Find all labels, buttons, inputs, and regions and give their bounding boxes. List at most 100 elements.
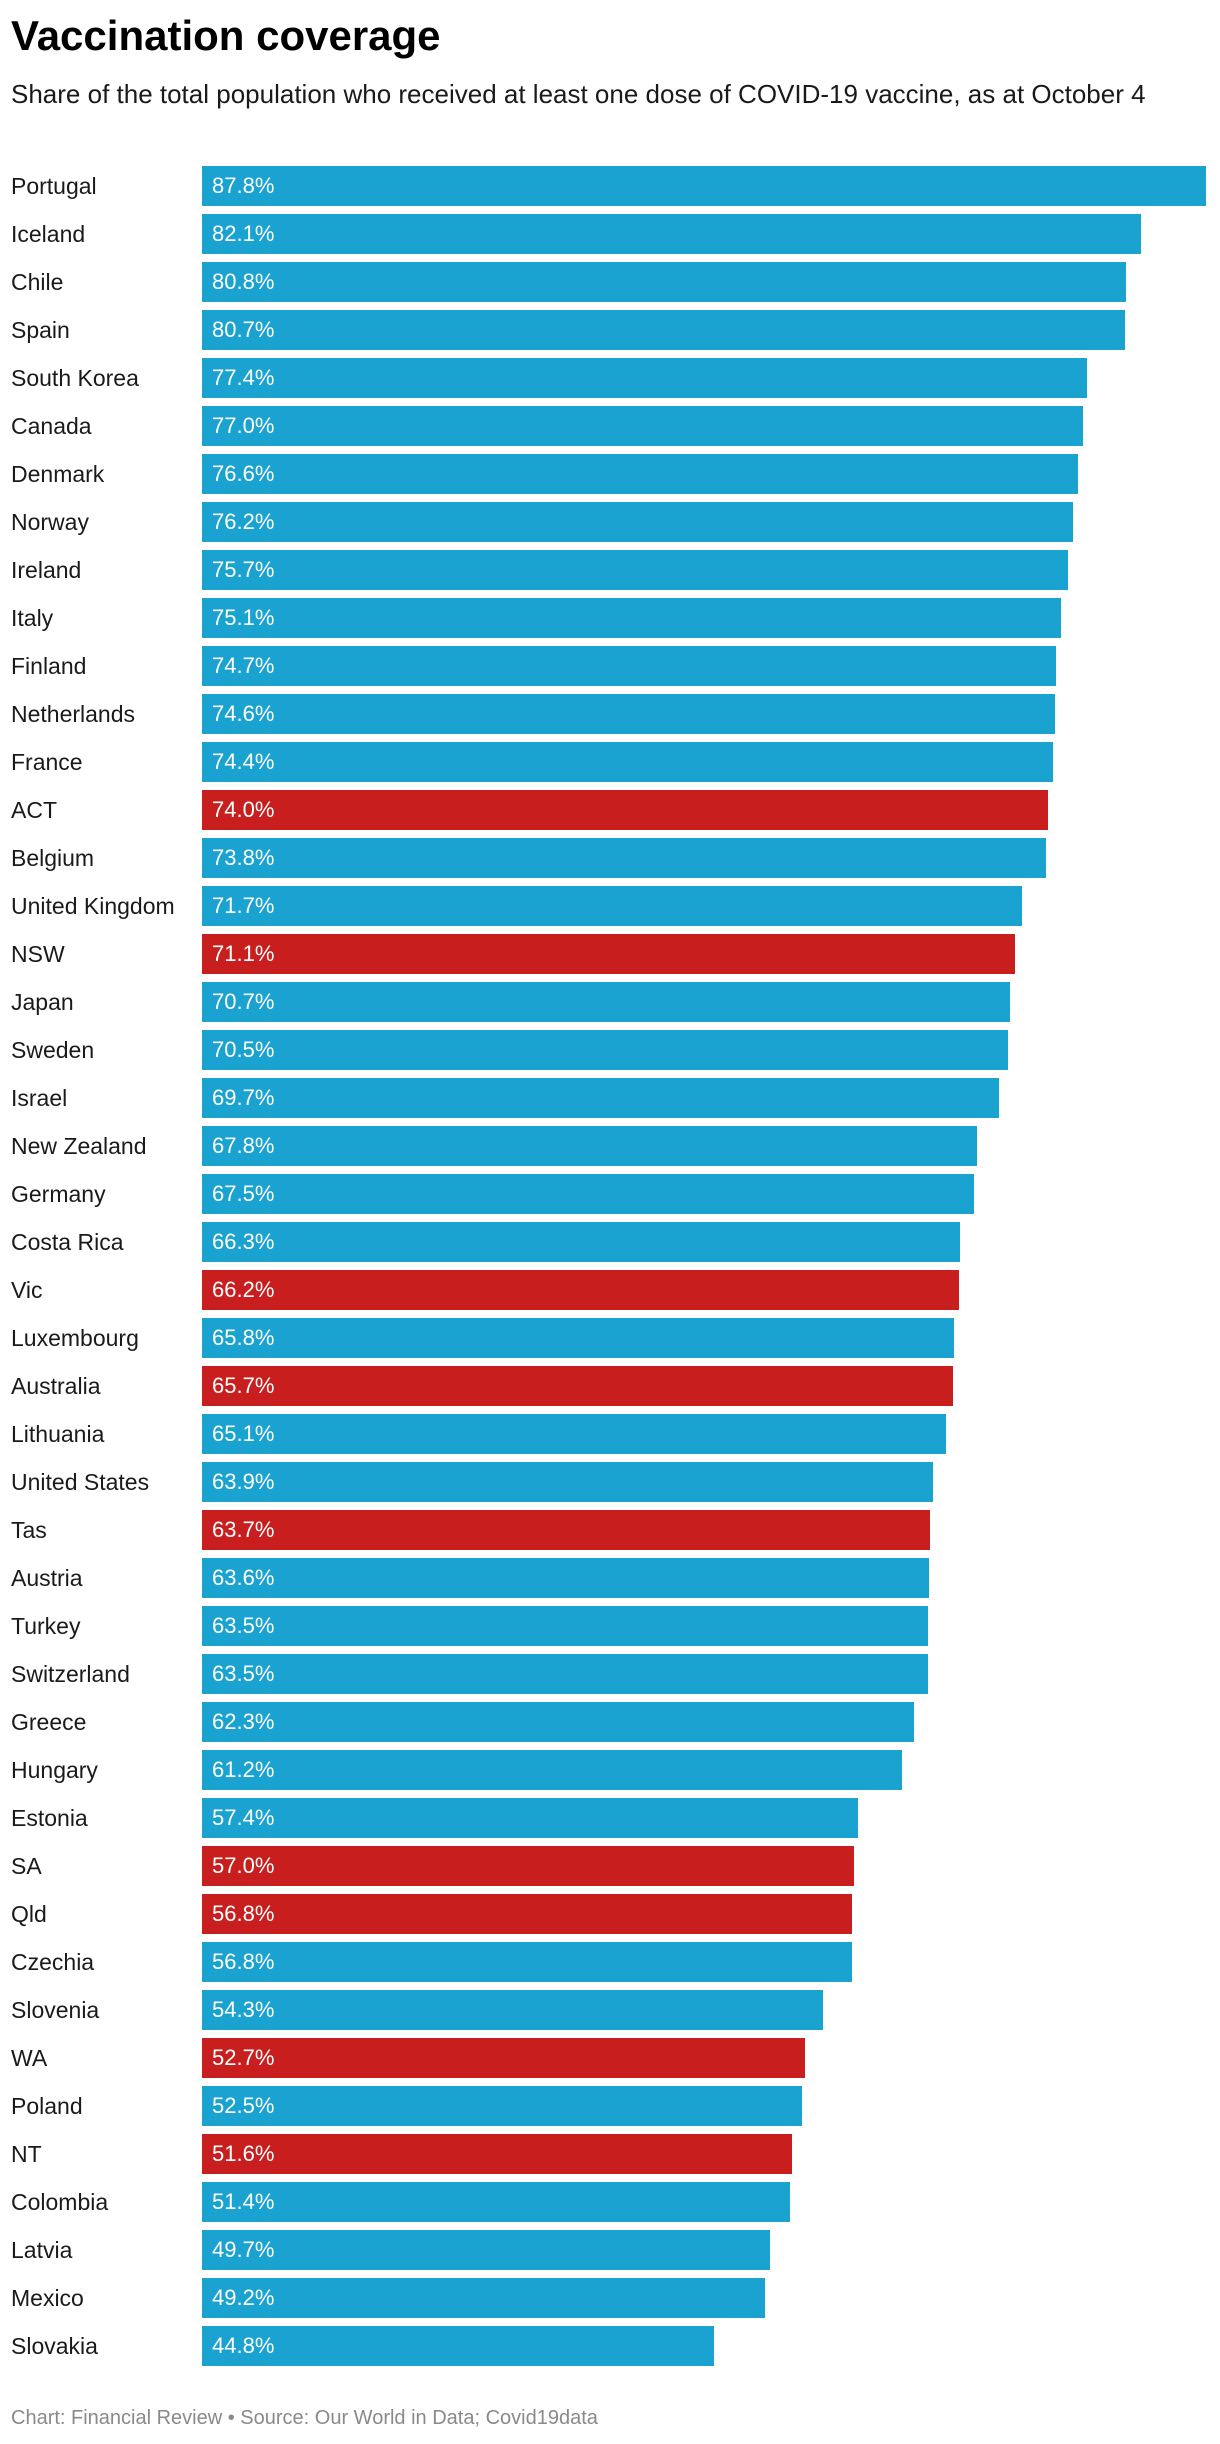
data-label: 57.0%	[212, 1853, 275, 1878]
bar	[202, 2326, 715, 2366]
category-label: ACT	[11, 797, 57, 823]
bar	[202, 838, 1046, 878]
category-label: Norway	[11, 509, 89, 535]
chart-footer: Chart: Financial Review • Source: Our Wo…	[11, 2407, 598, 2429]
data-label: 87.8%	[212, 173, 275, 198]
data-label: 75.1%	[212, 605, 275, 630]
category-label: Iceland	[11, 221, 86, 247]
bar-row: Chile 80.8%	[0, 262, 1220, 310]
bar-row: Spain 80.7%	[0, 310, 1220, 358]
data-label: 74.4%	[212, 749, 275, 774]
chart-title: Vaccination coverage	[11, 12, 441, 59]
bar	[202, 742, 1053, 782]
data-label: 44.8%	[212, 2333, 275, 2358]
bar-row: Latvia 49.7%	[0, 2230, 1220, 2278]
category-label: Australia	[11, 1373, 101, 1399]
category-label: Vic	[11, 1277, 43, 1303]
bar-row: Denmark 76.6%	[0, 454, 1220, 502]
data-label: 63.5%	[212, 1613, 275, 1638]
data-label: 52.5%	[212, 2093, 275, 2118]
category-label: France	[11, 749, 83, 775]
bar-row: Lithuania 65.1%	[0, 1414, 1220, 1462]
bar-row: Mexico 49.2%	[0, 2278, 1220, 2326]
bar	[202, 694, 1056, 734]
bar	[202, 598, 1061, 638]
bar	[202, 2086, 803, 2126]
bar	[202, 1894, 852, 1934]
category-label: Japan	[11, 989, 74, 1015]
bar-row: Estonia 57.4%	[0, 1798, 1220, 1846]
data-label: 63.9%	[212, 1469, 275, 1494]
data-label: 73.8%	[212, 845, 275, 870]
category-label: Latvia	[11, 2237, 73, 2263]
data-label: 49.7%	[212, 2237, 275, 2262]
bar-row: Belgium 73.8%	[0, 838, 1220, 886]
category-label: United Kingdom	[11, 893, 175, 919]
category-label: Germany	[11, 1181, 106, 1207]
category-label: United States	[11, 1469, 150, 1495]
bar	[202, 1318, 955, 1358]
category-label: Colombia	[11, 2189, 109, 2215]
category-label: Netherlands	[11, 701, 136, 727]
bar-row: Japan 70.7%	[0, 982, 1220, 1030]
chart-subtitle: Share of the total population who receiv…	[11, 79, 1146, 109]
data-label: 74.7%	[212, 653, 275, 678]
category-label: Costa Rica	[11, 1229, 124, 1255]
bar-row: Turkey 63.5%	[0, 1606, 1220, 1654]
bar-row: Norway 76.2%	[0, 502, 1220, 550]
bar-row: Hungary 61.2%	[0, 1750, 1220, 1798]
bar	[202, 1366, 954, 1406]
bar	[202, 550, 1068, 590]
bar-row: Qld 56.8%	[0, 1894, 1220, 1942]
bar-row: WA 52.7%	[0, 2038, 1220, 2086]
bar-row: Iceland 82.1%	[0, 214, 1220, 262]
bar	[202, 1558, 930, 1598]
data-label: 70.5%	[212, 1037, 275, 1062]
data-label: 76.2%	[212, 509, 275, 534]
bar-row: Tas 63.7%	[0, 1510, 1220, 1558]
data-label: 66.3%	[212, 1229, 275, 1254]
data-label: 77.4%	[212, 365, 275, 390]
bar-row: Finland 74.7%	[0, 646, 1220, 694]
category-label: New Zealand	[11, 1133, 147, 1159]
bar	[202, 1942, 852, 1982]
bar-row: Ireland 75.7%	[0, 550, 1220, 598]
data-label: 80.7%	[212, 317, 275, 342]
bar	[202, 454, 1078, 494]
bar-row: Greece 62.3%	[0, 1702, 1220, 1750]
bar-row: Australia 65.7%	[0, 1366, 1220, 1414]
category-label: Chile	[11, 269, 64, 295]
data-label: 56.8%	[212, 1949, 275, 1974]
bar	[202, 2278, 765, 2318]
bar-row: United Kingdom 71.7%	[0, 886, 1220, 934]
data-label: 71.7%	[212, 893, 275, 918]
category-label: NT	[11, 2141, 42, 2167]
bar-row: Slovenia 54.3%	[0, 1990, 1220, 2038]
data-label: 75.7%	[212, 557, 275, 582]
category-label: Portugal	[11, 173, 97, 199]
bar-row: Poland 52.5%	[0, 2086, 1220, 2134]
bar-row: Switzerland 63.5%	[0, 1654, 1220, 1702]
bar-chart: Portugal 87.8% Iceland 82.1% Chile 80.8% Spain…	[0, 166, 1220, 2372]
bar	[202, 214, 1141, 254]
bar-row: Slovakia 44.8%	[0, 2326, 1220, 2374]
bar	[202, 1990, 823, 2030]
category-label: Denmark	[11, 461, 105, 487]
bar-row: Sweden 70.5%	[0, 1030, 1220, 1078]
data-label: 65.8%	[212, 1325, 275, 1350]
category-label: Slovakia	[11, 2333, 98, 2359]
category-label: Mexico	[11, 2285, 84, 2311]
bar	[202, 934, 1016, 974]
category-label: Hungary	[11, 1757, 98, 1783]
category-label: Czechia	[11, 1949, 95, 1975]
category-label: Israel	[11, 1085, 68, 1111]
data-label: 51.4%	[212, 2189, 275, 2214]
bar-row: Luxembourg 65.8%	[0, 1318, 1220, 1366]
bar	[202, 1606, 929, 1646]
bar	[202, 1654, 929, 1694]
bar-row: ACT 74.0%	[0, 790, 1220, 838]
bar	[202, 1702, 915, 1742]
data-label: 51.6%	[212, 2141, 275, 2166]
bar	[202, 1750, 902, 1790]
bar	[202, 1414, 947, 1454]
